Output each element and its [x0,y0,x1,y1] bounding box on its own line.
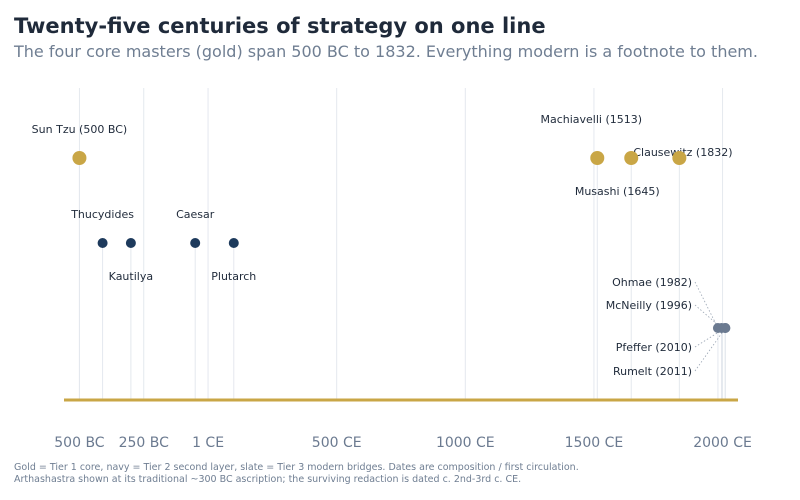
point-caesar [190,238,201,248]
point-label-thucydides: Thucydides [70,208,134,221]
x-tick-label: 1000 CE [436,435,495,451]
point-label-mcneilly: McNeilly (1996) [606,299,692,312]
point-label-sun-tzu: Sun Tzu (500 BC) [32,123,128,136]
point-label-caesar: Caesar [176,208,215,221]
point-plutarch [228,238,239,248]
x-tick-label: 2000 CE [693,435,752,451]
leader-line [694,327,726,372]
point-musashi [624,151,639,165]
footnote-arthashastra: Arthashastra shown at its traditional ~3… [14,474,522,485]
point-clausewitz [672,151,687,165]
point-label-rumelt: Rumelt (2011) [613,365,692,378]
leader-line [694,327,726,348]
point-label-ohmae: Ohmae (1982) [612,276,692,289]
point-sun-tzu [72,151,87,165]
point-machiavelli [590,151,605,165]
x-tick-label: 500 CE [312,435,362,451]
leader-line [694,281,719,329]
x-tick-label: 1500 CE [565,435,624,451]
point-rumelt [720,323,731,333]
point-label-pfeffer: Pfeffer (2010) [616,341,692,354]
x-tick-label: 250 BC [119,435,170,451]
footnote-legend: Gold = Tier 1 core, navy = Tier 2 second… [14,462,579,473]
point-thucydides [97,238,108,248]
point-label-plutarch: Plutarch [211,270,256,283]
x-tick-label: 1 CE [192,435,224,451]
point-label-machiavelli: Machiavelli (1513) [540,113,642,126]
chart-subtitle: The four core masters (gold) span 500 BC… [14,42,758,61]
point-label-musashi: Musashi (1645) [575,185,660,198]
chart-title: Twenty-five centuries of strategy on one… [14,14,546,38]
x-tick-label: 500 BC [54,435,105,451]
point-label-kautilya: Kautilya [109,270,153,283]
point-kautilya [125,238,136,248]
footnotes: Gold = Tier 1 core, navy = Tier 2 second… [14,462,579,486]
